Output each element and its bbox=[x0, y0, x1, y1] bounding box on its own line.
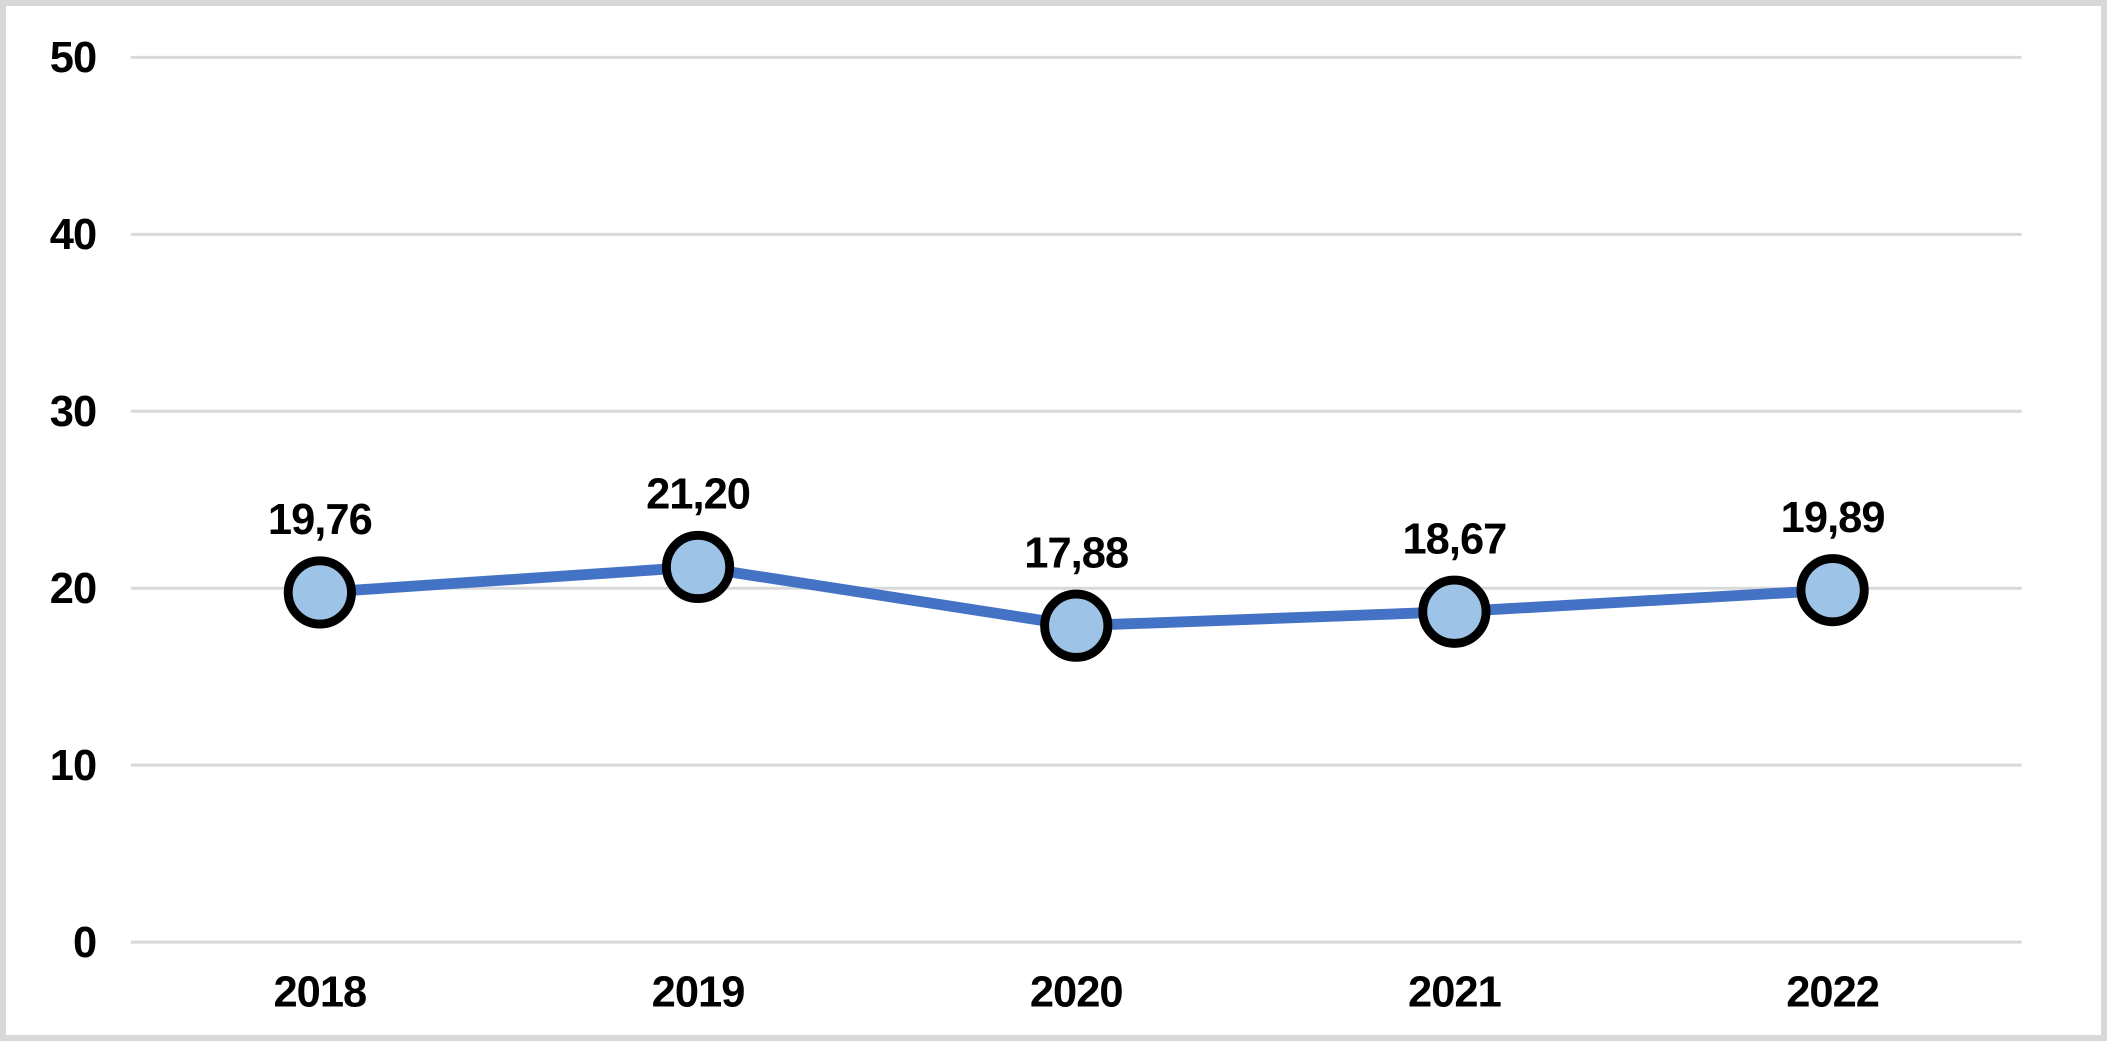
data-point-marker[interactable] bbox=[1418, 575, 1491, 648]
data-point-marker[interactable] bbox=[283, 556, 356, 629]
data-point-label: 19,89 bbox=[1781, 494, 1885, 542]
x-axis-label: 2021 bbox=[1408, 968, 1501, 1016]
data-point-label: 21,20 bbox=[646, 471, 750, 519]
x-axis-label: 2022 bbox=[1786, 968, 1879, 1016]
data-point-marker[interactable] bbox=[1040, 589, 1113, 662]
x-axis-label: 2018 bbox=[273, 968, 366, 1016]
data-point-label: 18,67 bbox=[1402, 515, 1506, 563]
x-axis-label: 2020 bbox=[1030, 968, 1123, 1016]
y-axis-tick-label: 50 bbox=[50, 34, 96, 82]
y-axis-tick-label: 20 bbox=[50, 565, 96, 613]
y-axis-tick-label: 10 bbox=[50, 742, 96, 790]
y-axis-tick-label: 0 bbox=[73, 919, 96, 967]
y-axis-tick-label: 30 bbox=[50, 388, 96, 436]
data-point-marker[interactable] bbox=[1796, 554, 1869, 627]
data-point-label: 17,88 bbox=[1024, 529, 1128, 577]
line-chart: 0 10 20 30 40 50 2018 2019 2020 2021 2022 19,76 21,2… bbox=[50, 34, 2022, 1016]
data-point-marker[interactable] bbox=[661, 530, 735, 604]
y-axis-tick-label: 40 bbox=[50, 211, 96, 259]
data-point-label: 19,76 bbox=[268, 496, 372, 544]
x-axis-label: 2019 bbox=[652, 968, 745, 1016]
